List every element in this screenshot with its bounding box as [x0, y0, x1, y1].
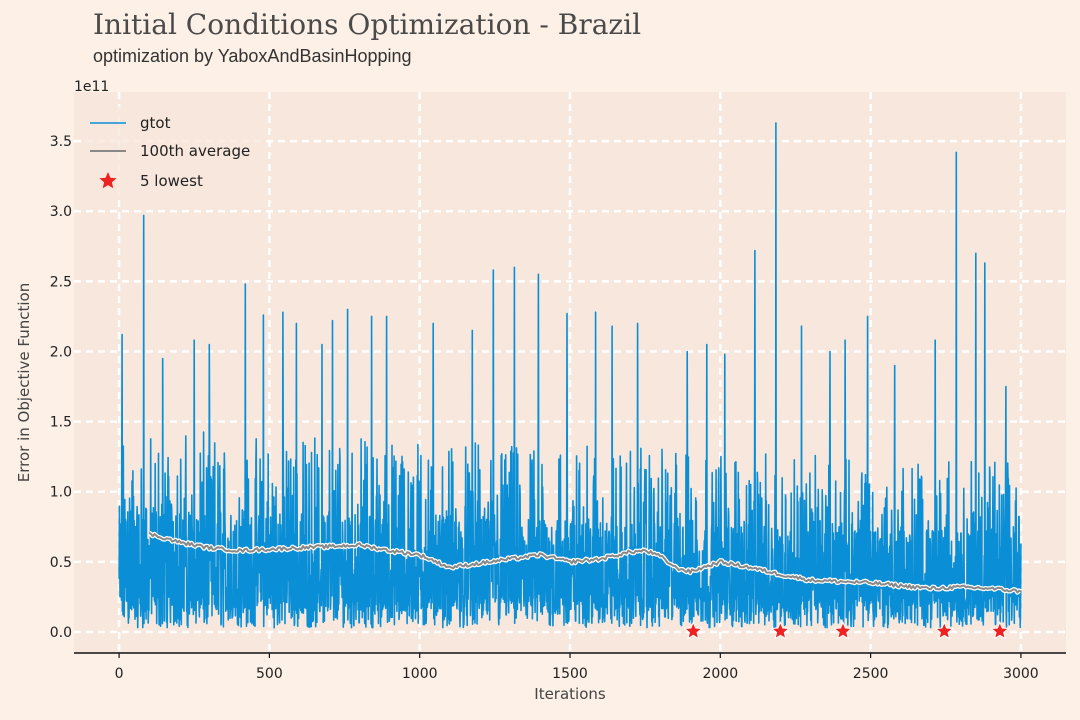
x-tick-label: 500	[256, 666, 283, 682]
lowest-marker	[770, 621, 791, 640]
series-average	[147, 530, 1022, 595]
chart-subtitle: optimization by YaboxAndBasinHopping	[93, 46, 412, 66]
lowest-marker	[990, 620, 1010, 640]
average-line	[148, 531, 1022, 594]
legend: gtot 100th average 5 lowest	[84, 106, 264, 198]
x-tick-label: 2000	[702, 666, 738, 682]
legend-lowest-label: 5 lowest	[140, 172, 203, 190]
chart-title: Initial Conditions Optimization - Brazil	[93, 8, 642, 41]
legend-box	[84, 106, 264, 198]
series-gtot	[118, 122, 1022, 629]
axes: 0 500 1000 1500 2000 2500 3000 0.0 0.5 1.0 1.5 2.0 2…	[50, 134, 1066, 682]
grid	[74, 92, 1066, 653]
x-tick-label: 1000	[402, 666, 438, 682]
y-tick-label: 2.5	[50, 274, 72, 290]
y-tick-label: 3.5	[50, 134, 72, 150]
y-tick-label: 0.0	[50, 625, 72, 641]
y-axis-label: Error in Objective Function	[15, 283, 33, 482]
y-tick-label: 1.5	[50, 415, 72, 431]
y-tick-label: 0.5	[50, 555, 72, 571]
lowest-marker	[683, 620, 704, 640]
legend-average-label: 100th average	[140, 142, 250, 160]
x-axis-label: Iterations	[534, 685, 606, 703]
x-tick-label: 0	[115, 666, 124, 682]
legend-gtot-label: gtot	[140, 114, 171, 132]
x-tick-label: 2500	[853, 666, 889, 682]
gtot-line	[118, 122, 1022, 629]
x-tick-label: 1500	[552, 666, 588, 682]
y-scale-multiplier: 1e11	[74, 79, 109, 95]
x-tick-label: 3000	[1003, 666, 1039, 682]
y-tick-label: 2.0	[50, 344, 72, 360]
lowest-marker	[833, 620, 853, 640]
series-5-lowest	[683, 620, 1010, 640]
y-tick-label: 3.0	[50, 204, 72, 220]
y-tick-label: 1.0	[50, 485, 72, 501]
lowest-marker	[934, 620, 955, 640]
legend-star-icon	[99, 172, 117, 189]
